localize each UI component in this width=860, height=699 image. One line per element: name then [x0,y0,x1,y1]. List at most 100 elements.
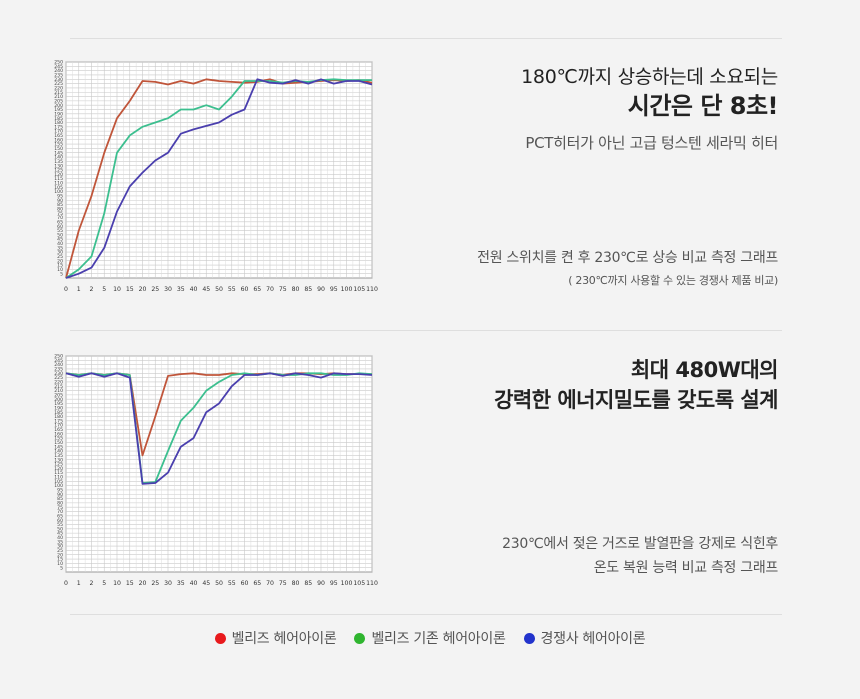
x-tick-label: 50 [215,286,223,293]
y-tick-label: 15 [57,557,63,563]
y-tick-label: 200 [54,103,63,109]
top-divider [70,38,782,39]
y-tick-label: 150 [54,146,63,152]
y-tick-label: 95 [57,488,63,494]
y-tick-label: 35 [57,245,63,251]
heat-up-title-line1: 180℃까지 상승하는데 소요되는 [521,66,778,88]
x-tick-label: 80 [292,580,300,587]
recovery-text: 최대 480W대의 강력한 에너지밀도를 갖도록 설계 [494,355,778,415]
x-tick-label: 100 [341,286,353,293]
y-tick-label: 215 [54,384,63,390]
y-tick-label: 215 [54,90,63,96]
heat-up-chart-svg: 5101520253035404550556065707580859095100… [54,60,378,293]
y-tick-label: 80 [57,500,63,506]
legend-label: 벨리즈 헤어아이론 [231,631,337,647]
y-tick-label: 30 [57,250,63,256]
y-tick-label: 200 [54,397,63,403]
x-tick-label: 20 [139,286,147,293]
y-tick-label: 15 [57,263,63,269]
recovery-chart-svg: 5101520253035404550556065707580859095100… [54,354,378,587]
x-tick-label: 0 [64,286,68,293]
y-tick-label: 195 [54,401,63,407]
y-tick-label: 190 [54,405,63,411]
y-tick-label: 220 [54,86,63,92]
y-tick-label: 90 [57,198,63,204]
recovery-caption: 230℃에서 젖은 거즈로 발열판을 강제로 식힌후 온도 복원 능력 비교 측… [502,532,778,580]
x-tick-label: 95 [330,286,338,293]
x-tick-label: 50 [215,580,223,587]
x-tick-label: 105 [353,580,365,587]
legend-dot-green [354,632,366,644]
y-tick-label: 105 [54,479,63,485]
y-tick-label: 85 [57,496,63,502]
x-tick-label: 10 [113,580,121,587]
legend: 벨리즈 헤어아이론 벨리즈 기존 헤어아이론 경쟁사 헤어아이론 [0,628,860,648]
heat-up-note: ( 230℃까지 사용할 수 있는 경쟁사 제품 비교) [568,274,778,287]
heat-up-caption: 전원 스위치를 켠 후 230℃로 상승 비교 측정 그래프 ( 230℃까지 … [477,246,778,288]
y-tick-label: 75 [57,505,63,511]
x-tick-label: 95 [330,580,338,587]
y-tick-label: 95 [57,194,63,200]
y-tick-label: 190 [54,111,63,117]
y-tick-label: 165 [54,133,63,139]
x-tick-label: 5 [102,286,106,293]
y-tick-label: 235 [54,73,63,79]
y-tick-label: 60 [57,224,63,230]
legend-item-competitor: 경쟁사 헤어아이론 [523,628,646,648]
y-tick-label: 210 [54,94,63,100]
x-tick-label: 110 [366,286,378,293]
y-tick-label: 100 [54,483,63,489]
x-tick-label: 85 [304,286,312,293]
x-tick-label: 45 [202,286,210,293]
heat-up-text: 180℃까지 상승하는데 소요되는 시간은 단 8초! PCT히터가 아닌 고급… [521,64,778,153]
y-tick-label: 55 [57,522,63,528]
y-tick-label: 40 [57,535,63,541]
y-tick-label: 70 [57,509,63,515]
y-tick-label: 175 [54,418,63,424]
heat-up-desc: 전원 스위치를 켠 후 230℃로 상승 비교 측정 그래프 [477,250,778,266]
legend-dot-red [214,632,226,644]
y-tick-label: 145 [54,150,63,156]
x-tick-label: 2 [90,286,94,293]
series-line-2 [65,78,373,279]
recovery-title-line2: 강력한 에너지밀도를 갖도록 설계 [494,388,778,412]
x-tick-label: 60 [241,286,249,293]
y-tick-label: 25 [57,548,63,554]
x-tick-label: 0 [64,580,68,587]
x-tick-label: 15 [126,580,134,587]
x-tick-label: 1 [77,580,81,587]
x-tick-label: 35 [177,286,185,293]
recovery-desc-line2: 온도 복원 능력 비교 측정 그래프 [593,560,779,576]
middle-divider [70,330,782,331]
x-tick-label: 75 [279,286,287,293]
x-tick-label: 15 [126,286,134,293]
y-tick-label: 45 [57,531,63,537]
y-tick-label: 240 [54,68,63,74]
y-tick-label: 155 [54,142,63,148]
y-tick-label: 170 [54,129,63,135]
y-tick-label: 185 [54,116,63,122]
y-tick-label: 165 [54,427,63,433]
x-tick-label: 75 [279,580,287,587]
x-tick-label: 55 [228,580,236,587]
y-tick-label: 210 [54,388,63,394]
y-tick-label: 140 [54,155,63,161]
y-tick-label: 125 [54,168,63,174]
y-tick-label: 145 [54,444,63,450]
y-tick-label: 75 [57,211,63,217]
y-tick-label: 55 [57,228,63,234]
heat-up-subtitle: PCT히터가 아닌 고급 텅스텐 세라믹 히터 [525,134,778,152]
y-tick-label: 50 [57,232,63,238]
y-tick-label: 140 [54,449,63,455]
x-tick-label: 65 [253,580,261,587]
heat-up-chart: 5 10 15 20 25 30 35 40 45 50 55 60 65 70 75 80 85 90 95 100… [42,58,382,298]
y-tick-label: 10 [57,267,63,273]
y-tick-label: 135 [54,453,63,459]
y-tick-label: 230 [54,77,63,83]
y-tick-label: 180 [54,120,63,126]
y-tick-label: 105 [54,185,63,191]
recovery-desc-line1: 230℃에서 젖은 거즈로 발열판을 강제로 식힌후 [502,536,778,552]
y-tick-label: 155 [54,436,63,442]
y-tick-label: 110 [54,475,63,481]
x-tick-label: 70 [266,580,274,587]
